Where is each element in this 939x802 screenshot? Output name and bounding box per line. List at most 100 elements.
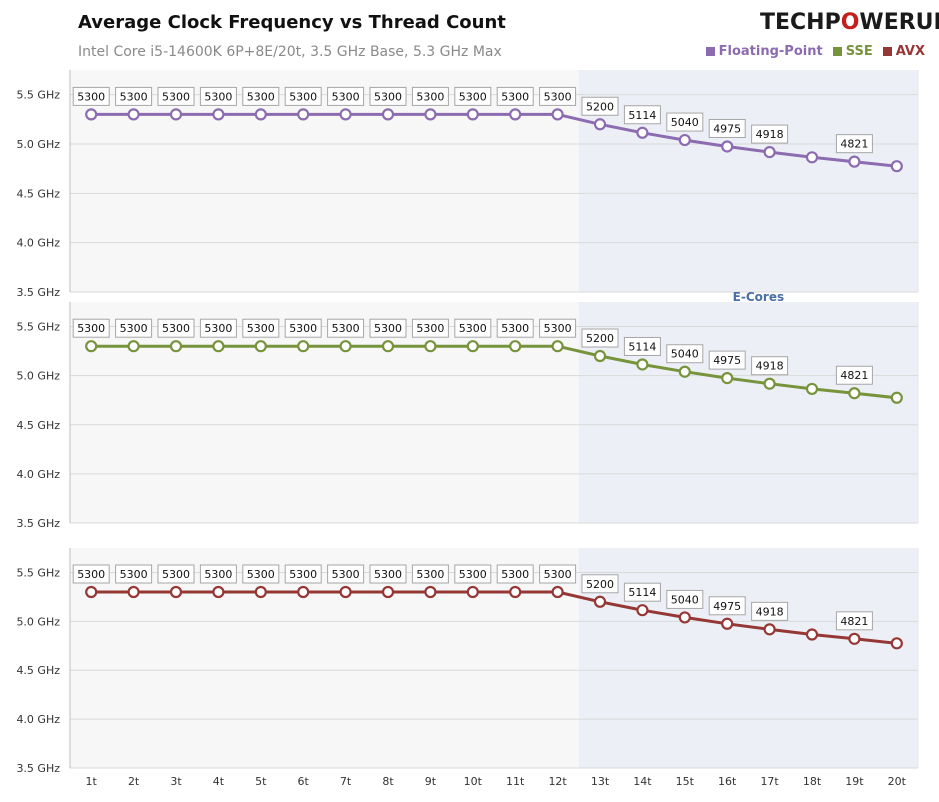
y-tick-label: 5.5 GHz [16,89,60,102]
data-point [763,145,776,159]
x-tick-label: 14t [633,775,652,788]
legend-item-sse: SSE [832,44,873,59]
panel-floating-point: 3.5 GHz 4.0 GHz 4.5 GHz 5.0 GHz 5.5 GHz 5300 5… [16,70,919,299]
data-label: 5300 [162,322,190,335]
data-label-box [284,318,322,338]
data-point [212,585,225,599]
y-tick-label: 3.5 GHz [16,286,60,299]
data-label: 5300 [374,568,402,581]
data-label-box [835,365,873,385]
data-label: 5300 [501,90,529,103]
legend-label-floating-point: Floating-Point [718,44,823,59]
data-point [848,387,861,400]
data-label: 5300 [332,90,360,103]
data-point [424,340,437,353]
data-point [212,108,225,121]
data-point [678,611,691,624]
data-label-box [708,350,746,370]
data-point [890,160,903,173]
data-label-box [199,318,237,338]
data-point [593,595,607,608]
legend: Floating-Point SSE AVX [705,44,925,59]
x-tick-label: 7t [340,775,352,788]
data-label: 5300 [77,322,105,335]
data-label: 5300 [162,568,190,581]
chart-subtitle: Intel Core i5-14600K 6P+8E/20t, 3.5 GHz … [78,44,502,60]
y-tick-label: 3.5 GHz [16,517,60,530]
data-point [721,372,734,385]
e-core-region [578,302,918,523]
data-label: 5300 [289,322,317,335]
y-tick-label: 5.5 GHz [16,321,60,334]
data-label-box [751,356,789,376]
data-point [127,340,140,353]
data-point [848,155,861,168]
data-label-box [581,96,619,116]
data-point [381,340,395,353]
legend-swatch-sse [832,47,842,56]
data-label: 4821 [840,138,868,151]
data-label-box [666,344,704,364]
p-core-region [70,548,579,768]
series-line [91,344,897,400]
data-label-box [199,564,237,584]
data-label: 5300 [77,568,105,581]
data-label-box [539,564,577,584]
data-point [890,637,903,650]
data-label: 5300 [374,90,402,103]
e-core-region [578,70,918,292]
data-label: 5300 [332,322,360,335]
data-point [169,340,183,353]
data-label-box [327,86,365,106]
data-label-box [454,86,492,106]
x-tick-label: 4t [213,775,225,788]
data-label-box [496,86,534,106]
data-label-box [539,86,577,106]
data-point [636,358,649,371]
region-label-e-cores: E-Cores [733,290,784,304]
y-tick-label: 4.0 GHz [16,713,60,726]
x-tick-label: 6t [298,775,310,788]
data-label: 4975 [713,122,741,135]
data-label: 5300 [459,568,487,581]
data-point [721,617,734,630]
data-label: 5300 [332,568,360,581]
x-tick-label: 19t [845,775,864,788]
data-label-box [157,318,195,338]
x-tick-label: 9t [425,775,437,788]
data-label-box [157,86,195,106]
data-point [848,632,861,645]
data-label-box [751,601,789,621]
data-label-box [115,86,153,106]
data-label-box [454,564,492,584]
x-tick-label: 2t [128,775,140,788]
y-tick-label: 5.0 GHz [16,615,60,628]
data-label-box [751,124,789,144]
data-label-box [72,86,110,106]
y-tick-label: 3.5 GHz [16,762,60,775]
x-tick-label: 12t [548,775,567,788]
x-tick-label: 18t [803,775,822,788]
data-point [509,585,522,599]
data-label: 5300 [120,90,148,103]
data-point [763,623,776,636]
legend-swatch-floating-point [705,47,715,56]
data-point [297,108,310,121]
x-tick-label: 11t [506,775,525,788]
data-label: 5300 [416,90,444,103]
data-label-box [157,564,195,584]
data-label-box [327,318,365,338]
data-label: 5300 [544,322,572,335]
data-label-box [496,318,534,338]
legend-swatch-avx [882,47,892,56]
data-label: 5300 [544,90,572,103]
data-label-box [115,318,153,338]
data-label-box [242,86,280,106]
data-label-box [411,86,449,106]
data-point [297,340,310,353]
x-tick-label: 3t [170,775,182,788]
data-label: 5300 [247,322,275,335]
x-tick-label: 15t [676,775,695,788]
data-point [424,585,437,599]
data-point [805,628,819,641]
